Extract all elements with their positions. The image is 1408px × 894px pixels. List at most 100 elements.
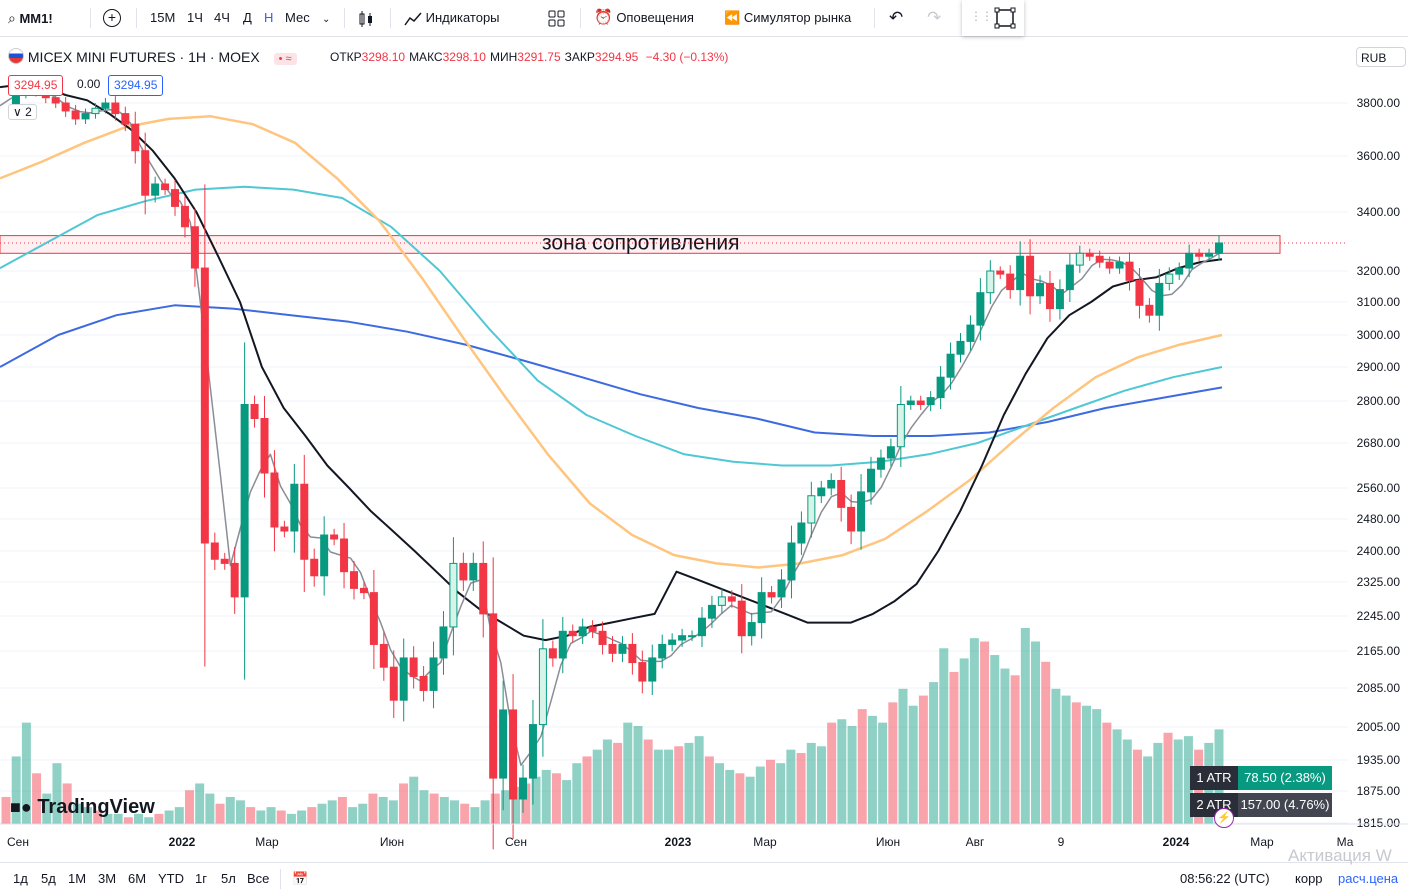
interval-button-4[interactable]: Н [264, 10, 274, 25]
candle-body[interactable] [1075, 252, 1084, 266]
candle-body[interactable] [320, 534, 329, 577]
candle-body[interactable] [1125, 261, 1134, 281]
candle-body[interactable] [1165, 273, 1174, 284]
candle-body[interactable] [171, 189, 180, 207]
candle-body[interactable] [210, 542, 219, 560]
sell-price-box[interactable]: 3294.95 [8, 75, 64, 96]
sma-50-line[interactable] [0, 115, 1223, 569]
candle-body[interactable] [1045, 282, 1054, 310]
candle-body[interactable] [1105, 261, 1114, 269]
candle-body[interactable] [747, 622, 756, 637]
candle-body[interactable] [648, 657, 657, 682]
candle-body[interactable] [697, 617, 706, 637]
candle-body[interactable] [777, 579, 786, 598]
redo-button[interactable]: ↷ [927, 0, 941, 36]
candle-body[interactable] [618, 643, 627, 654]
candle-body[interactable] [220, 558, 229, 564]
candle-body[interactable] [837, 480, 846, 508]
candle-body[interactable] [379, 643, 388, 668]
candle-body[interactable] [558, 630, 567, 659]
candle-body[interactable] [290, 483, 299, 532]
candle-body[interactable] [1205, 252, 1214, 257]
candle-body[interactable] [61, 102, 70, 112]
candle-body[interactable] [489, 613, 498, 779]
candle-body[interactable] [260, 418, 269, 474]
range-button-1[interactable]: 5д [41, 871, 56, 886]
resistance-zone-box[interactable] [0, 235, 1281, 254]
interval-button-5[interactable]: Мес [285, 10, 310, 25]
candle-body[interactable] [1036, 282, 1045, 297]
candle-body[interactable] [966, 324, 975, 342]
candle-body[interactable] [936, 376, 945, 399]
drag-handle-icon[interactable]: ⋮⋮ [970, 9, 993, 23]
candle-body[interactable] [916, 400, 925, 405]
settlement-toggle[interactable]: расч.цена [1338, 871, 1399, 886]
candle-body[interactable] [439, 626, 448, 659]
price-chart[interactable]: зона сопротивления3294.955d 7h 3800.00 36… [0, 38, 1408, 862]
candle-body[interactable] [449, 562, 458, 628]
candle-body[interactable] [1026, 255, 1035, 297]
range-button-3[interactable]: 3М [98, 871, 117, 886]
candle-body[interactable] [101, 102, 110, 109]
candle-body[interactable] [1055, 289, 1064, 310]
candle-body[interactable] [399, 657, 408, 701]
candle-body[interactable] [141, 150, 150, 196]
candle-body[interactable] [280, 526, 289, 532]
candle-body[interactable] [1016, 255, 1025, 291]
candle-body[interactable] [71, 110, 80, 120]
candle-body[interactable] [638, 662, 647, 682]
candle-body[interactable] [1145, 304, 1154, 316]
candle-body[interactable] [588, 626, 597, 632]
resistance-zone[interactable]: зона сопротивления3294.955d 7h [0, 232, 1408, 264]
candle-body[interactable] [1115, 261, 1124, 269]
candle-body[interactable] [499, 709, 508, 779]
candlesticks[interactable] [11, 78, 1223, 850]
candle-body[interactable] [1155, 282, 1164, 316]
interval-button-2[interactable]: 4Ч [214, 10, 230, 25]
candle-body[interactable] [886, 446, 895, 459]
candle-body[interactable] [1175, 267, 1184, 275]
candle-body[interactable] [81, 113, 90, 120]
candle-body[interactable] [926, 397, 935, 406]
candle-body[interactable] [310, 558, 319, 577]
candle-body[interactable] [190, 226, 199, 269]
lightning-icon[interactable]: ⚡ [1214, 808, 1234, 828]
candle-body[interactable] [598, 630, 607, 645]
candle-body[interactable] [608, 643, 617, 654]
interval-button-3[interactable]: Д [243, 10, 252, 25]
candle-body[interactable] [628, 643, 637, 664]
candle-body[interactable] [538, 648, 547, 726]
candle-body[interactable] [807, 495, 816, 524]
candle-body[interactable] [797, 522, 806, 544]
range-button-5[interactable]: YTD [158, 871, 184, 886]
candle-body[interactable] [568, 630, 577, 637]
buy-price-box[interactable]: 3294.95 [108, 75, 164, 96]
candle-body[interactable] [151, 183, 160, 196]
candle-body[interactable] [956, 340, 965, 355]
compare-add-button[interactable]: + [103, 0, 121, 36]
candle-body[interactable] [1095, 255, 1104, 263]
range-button-4[interactable]: 6М [128, 871, 147, 886]
candle-body[interactable] [727, 596, 736, 602]
candle-body[interactable] [857, 491, 866, 532]
candle-body[interactable] [409, 657, 418, 677]
candle-body[interactable] [131, 123, 140, 152]
interval-dropdown-button[interactable]: ⌄ [322, 0, 330, 36]
candle-body[interactable] [330, 534, 339, 540]
legend-title[interactable]: MICEX MINI FUTURES · 1H · MOEX [27, 49, 260, 65]
candle-body[interactable] [161, 183, 170, 191]
candle-body[interactable] [240, 404, 249, 598]
range-button-2[interactable]: 1М [68, 871, 87, 886]
candle-body[interactable] [1195, 252, 1204, 257]
candle-body[interactable] [389, 666, 398, 701]
candle-body[interactable] [300, 483, 309, 560]
candle-body[interactable] [180, 205, 189, 228]
currency-selector[interactable]: RUB [1356, 47, 1406, 67]
candle-body[interactable] [767, 592, 776, 598]
candle-body[interactable] [668, 639, 677, 645]
clock-label[interactable]: 08:56:22 (UTC) [1180, 871, 1270, 886]
candle-body[interactable] [1085, 252, 1094, 257]
sma-200-line[interactable] [0, 304, 1223, 437]
candle-body[interactable] [111, 102, 120, 115]
interval-button-0[interactable]: 15M [150, 10, 176, 25]
